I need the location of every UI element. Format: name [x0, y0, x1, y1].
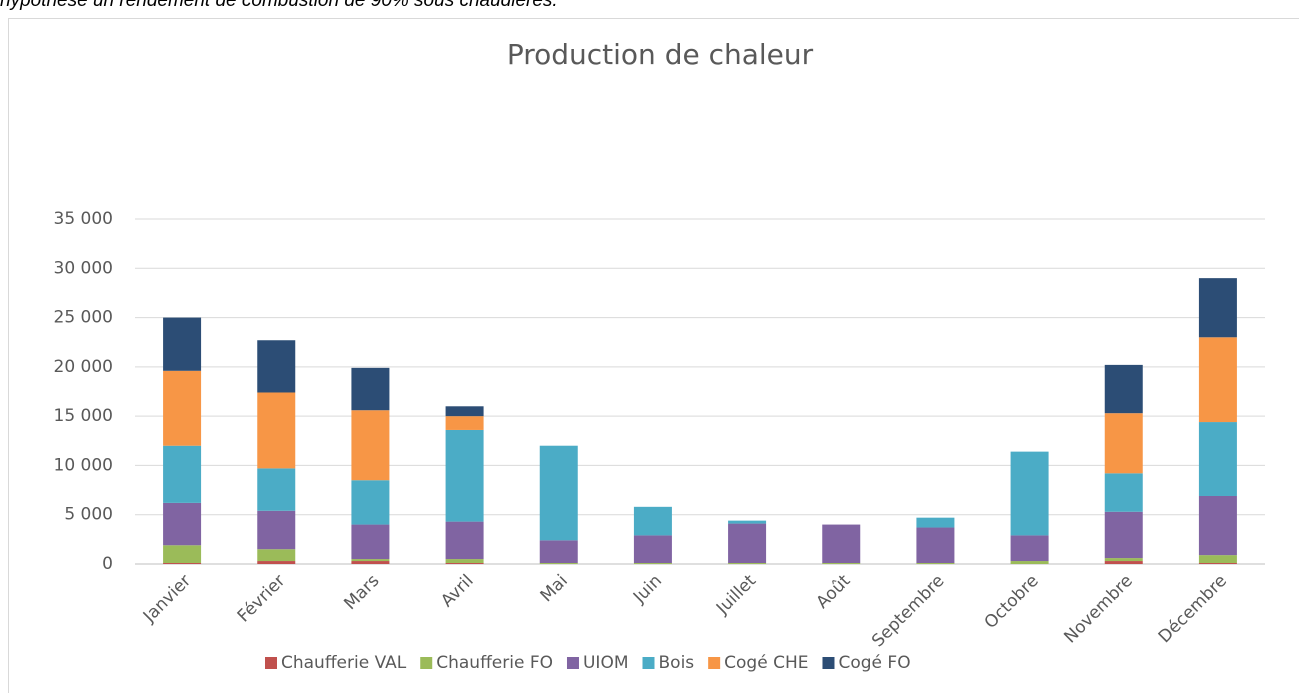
y-tick-label: 30 000	[54, 258, 113, 278]
legend-label: Cogé FO	[838, 653, 910, 673]
legend-swatch	[420, 657, 433, 669]
legend-swatch	[265, 657, 277, 669]
bar-segment	[1104, 558, 1143, 562]
bar-segment	[257, 561, 296, 564]
x-tick-label: Août	[812, 571, 854, 613]
y-tick-label: 25 000	[54, 308, 113, 328]
bar-segment	[445, 416, 484, 430]
bar-segment	[445, 406, 484, 417]
bar-segment	[1010, 451, 1049, 536]
bar-segment	[1010, 535, 1049, 562]
y-tick-label: 10 000	[54, 455, 113, 475]
bar-segment	[163, 545, 202, 564]
x-tick-label: Octobre	[981, 571, 1043, 633]
bar-segment	[916, 527, 955, 564]
y-tick-label: 5 000	[64, 505, 113, 525]
bar-segment	[351, 559, 390, 562]
bar-segment	[728, 523, 767, 564]
legend-label: Bois	[659, 653, 695, 673]
bar-segment	[257, 468, 296, 511]
bar-segment	[445, 521, 484, 560]
bar-segment	[728, 520, 767, 524]
bar-segment	[351, 367, 390, 411]
bar-segment	[539, 445, 578, 541]
bar-segment	[1198, 278, 1237, 338]
bar-segment	[445, 563, 484, 564]
x-tick-label: Mars	[340, 571, 383, 614]
bar-segment	[351, 480, 390, 525]
bar-segment	[351, 410, 390, 481]
bar-segment	[1104, 511, 1143, 559]
bar-segment	[1198, 337, 1237, 423]
bar-segment	[1010, 561, 1049, 564]
note-text: hypothèse un rendement de combustion de …	[0, 0, 558, 11]
bar-segment	[728, 563, 767, 564]
x-tick-label: Décembre	[1155, 571, 1231, 647]
legend-label: Cogé CHE	[724, 653, 808, 673]
bar-segment	[633, 535, 672, 564]
bar-segment	[257, 340, 296, 393]
bar-segment	[163, 445, 202, 503]
bar-segment	[633, 506, 672, 536]
bar-segment	[539, 540, 578, 564]
bar-segment	[351, 524, 390, 560]
bar-segment	[539, 563, 578, 564]
bar-segment	[163, 563, 202, 564]
bar-segment	[163, 317, 202, 371]
x-tick-label: Juin	[629, 571, 666, 608]
bar-segment	[822, 524, 861, 564]
x-tick-label: Septembre	[868, 571, 948, 651]
bar-segment	[1104, 413, 1143, 474]
bar-segment	[822, 563, 861, 564]
x-tick-label: Avril	[437, 571, 477, 611]
chart-border	[8, 18, 1299, 693]
bar-segment	[257, 549, 296, 562]
bar-segment	[257, 510, 296, 550]
legend-label: UIOM	[583, 653, 629, 673]
x-tick-label: Novembre	[1060, 571, 1136, 647]
legend-swatch	[708, 657, 721, 669]
legend-label: Chaufferie FO	[436, 653, 553, 673]
y-tick-label: 0	[102, 554, 113, 574]
legend-swatch	[642, 657, 655, 669]
bar-segment	[257, 392, 296, 469]
x-tick-label: Mai	[537, 571, 572, 606]
bar-segment	[1198, 495, 1237, 556]
bar-segment	[1104, 473, 1143, 512]
bar-segment	[1104, 364, 1143, 414]
bar-segment	[163, 370, 202, 446]
legend-label: Chaufferie VAL	[281, 653, 407, 673]
x-tick-label: Février	[234, 571, 290, 627]
bar-segment	[163, 502, 202, 546]
bar-segment	[351, 561, 390, 564]
bar-segment	[1104, 561, 1143, 564]
y-tick-label: 35 000	[54, 209, 113, 229]
bar-segment	[445, 429, 484, 522]
x-tick-label: Juillet	[712, 571, 760, 619]
bar-segment	[1198, 422, 1237, 496]
x-tick-label: Janvier	[139, 571, 195, 627]
chart-title: Production de chaleur	[507, 38, 814, 71]
legend-swatch	[566, 657, 579, 669]
bar-segment	[916, 517, 955, 528]
bar-segment	[1198, 555, 1237, 564]
y-tick-label: 15 000	[54, 406, 113, 426]
legend-swatch	[822, 657, 835, 669]
bar-segment	[916, 563, 955, 564]
bar-segment	[633, 563, 672, 564]
bar-segment	[445, 559, 484, 564]
bar-segment	[1198, 563, 1237, 564]
y-tick-label: 20 000	[54, 357, 113, 377]
